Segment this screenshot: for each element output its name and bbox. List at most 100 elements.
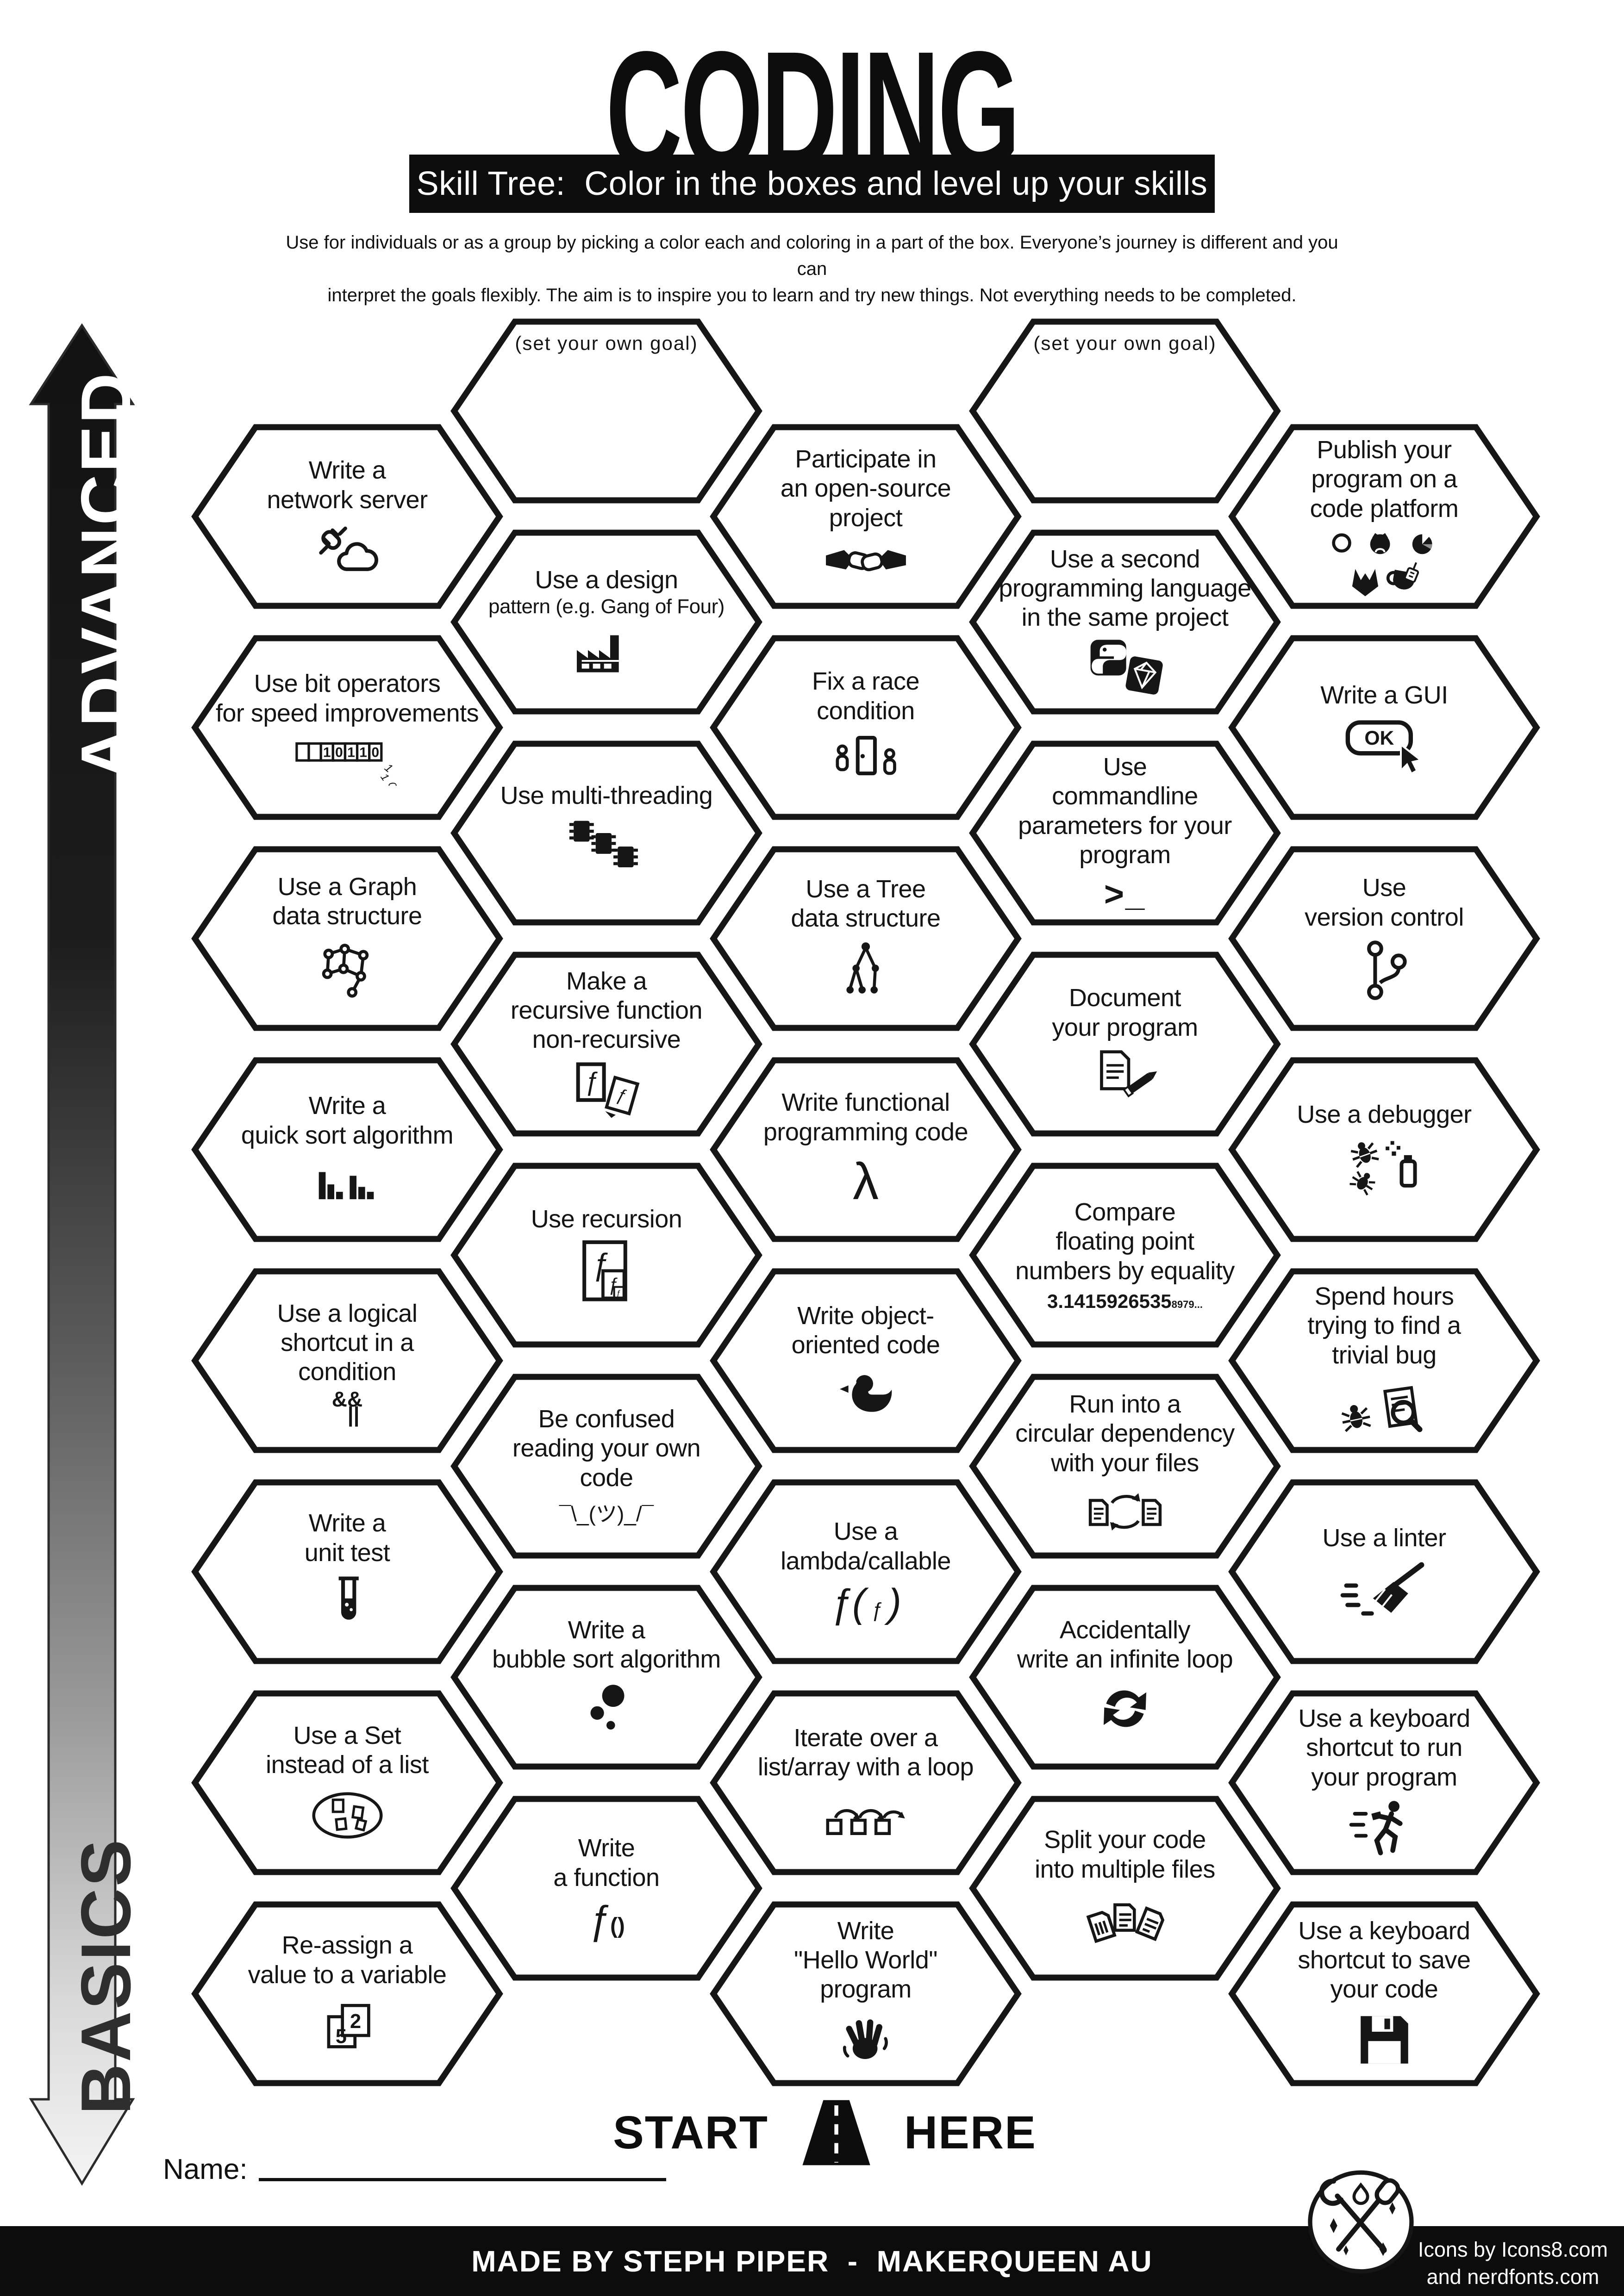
hex-label: Re-assign a value to a variable (248, 1931, 447, 1989)
hex-label: Write a bubble sort algorithm (492, 1616, 721, 1674)
hex-label: Compare floating point numbers by equality (1015, 1198, 1235, 1286)
hex-content: (set your own goal) (444, 316, 768, 506)
hex-content: Use a Set instead of a list (185, 1688, 509, 1878)
hex-b5: Use recursion ƒ ƒ ƒ (444, 1160, 768, 1350)
hexagon-outline (710, 1057, 1022, 1242)
hex-label: Split your code into multiple files (1035, 1825, 1215, 1884)
hexagon-outline (1228, 1268, 1540, 1453)
hex-label-line: list/array with a loop (757, 1753, 974, 1781)
hex-label-line: program (820, 1975, 912, 2004)
hex-label-line: Be confused (538, 1405, 675, 1433)
hex-content: Use a Graph data structure (185, 844, 509, 1033)
hex-e8: Use a keyboard shortcut to save your code (1222, 1899, 1546, 2089)
hex-label-line: a function (553, 1863, 660, 1892)
svg-text:5: 5 (335, 2025, 346, 2047)
hex-label-line: Write (837, 1916, 894, 1945)
hex-label-line: parameters for your (1018, 811, 1232, 840)
hexagon-outline (969, 529, 1281, 715)
hex-content: Write "Hello World" program (704, 1899, 1028, 2089)
hex-label: Fix a race condition (812, 667, 920, 725)
hex-b6: Be confused reading your own code ¯\_(ツ)_/¯ (444, 1371, 768, 1561)
runner-icon (1347, 1797, 1421, 1861)
hex-content: Write a network server (185, 422, 509, 611)
hex-e4: Use a debugger (1222, 1055, 1546, 1244)
hexagon-outline (191, 1057, 503, 1242)
multi-files-icon (1081, 1889, 1169, 1951)
svg-text:ƒ: ƒ (616, 1288, 620, 1298)
hex-label-line: Spend hours (1314, 1282, 1454, 1311)
hex-label-line: in the same project (1021, 604, 1229, 632)
hex-b8: Write a function ƒ() (444, 1793, 768, 1983)
hex-label-line: Use a debugger (1297, 1101, 1472, 1129)
hex-label-line: Fix a race (812, 667, 920, 696)
hex-label-line: Iterate over a (793, 1724, 938, 1752)
hex-d2: Use a second programming language in the s… (963, 527, 1287, 717)
hex-label-line: into multiple files (1035, 1855, 1215, 1883)
hex-e6: Use a linter (1222, 1477, 1546, 1667)
hex-content: Write functional programming code λ (704, 1055, 1028, 1244)
hex-label: Use a lambda/callable (781, 1517, 951, 1575)
hex-content: Run into a circular dependency with your f… (963, 1371, 1287, 1561)
hex-content: Make a recursive function non-recursive ƒ … (444, 949, 768, 1139)
hex-content: Use a logical shortcut in a condition && || (185, 1266, 509, 1456)
hex-label-line: Use a design (535, 566, 678, 594)
icons-credit: Icons by Icons8.com and nerdfonts.com (1411, 2236, 1615, 2290)
hex-b3: Use multi-threading (444, 738, 768, 928)
set-venn-icon (305, 1784, 390, 1844)
svg-text:OK: OK (1364, 727, 1394, 749)
hex-label: Use bit operators for speed improvements (216, 669, 479, 728)
hex-b2: Use a design pattern (e.g. Gang of Four) (444, 527, 768, 717)
hexagon-outline (969, 952, 1281, 1137)
hex-content: Spend hours trying to find a trivial bug (1222, 1266, 1546, 1456)
hexagon-outline (450, 318, 762, 504)
name-entry-line[interactable] (258, 2178, 666, 2181)
hex-content: Use version control (1222, 844, 1546, 1033)
hex-content: Write a unit test (185, 1477, 509, 1667)
hexagon-outline (969, 1585, 1281, 1770)
hex-label-line: Write a (308, 456, 386, 485)
hex-label-line: condition (817, 697, 915, 725)
hex-label-line: your code (1330, 1975, 1438, 2004)
bubbles-icon (579, 1679, 634, 1739)
circular-files-icon (1082, 1482, 1168, 1543)
wave-icon (831, 2009, 900, 2071)
hex-e1: Publish your program on a code platform (1222, 422, 1546, 611)
f-paren-icon: ƒ() (588, 1897, 625, 1942)
hex-content: Use a design pattern (e.g. Gang of Four) (444, 527, 768, 717)
hex-label: Use a Graph data structure (272, 872, 422, 931)
hex-label: Spend hours trying to find a trivial bug (1307, 1282, 1461, 1370)
hex-label-line: project (829, 504, 903, 532)
hex-label-line: Write a (308, 1092, 386, 1120)
hex-content: Use a lambda/callable ƒ( ƒ ) (704, 1477, 1028, 1667)
hex-content: Use commandline parameters for your program… (963, 738, 1287, 928)
hex-a4: Write a quick sort algorithm (185, 1055, 509, 1244)
hex-label-line: Split your code (1044, 1826, 1206, 1854)
hex-label-line: reading your own (512, 1434, 701, 1462)
hexagon-outline (450, 1796, 762, 1981)
hexagon-outline (710, 1268, 1022, 1453)
hex-label: Write a GUI (1320, 681, 1448, 710)
test-tube-icon (325, 1572, 369, 1635)
plug-cloud-icon (309, 519, 386, 577)
hex-b1: (set your own goal) (444, 316, 768, 506)
hex-content: Write a quick sort algorithm (185, 1055, 509, 1244)
hex-c2: Fix a race condition (704, 633, 1028, 822)
duck-icon (831, 1364, 900, 1420)
hex-label-line: for speed improvements (215, 699, 479, 727)
hex-a8: Re-assign a value to a variable 5 2 (185, 1899, 509, 2089)
terminal-icon: >_ (1104, 874, 1146, 913)
hex-content: Be confused reading your own code ¯\_(ツ)_/¯ (444, 1371, 768, 1561)
start-label: START (613, 2106, 768, 2159)
hex-label-line: Write object- (797, 1301, 934, 1330)
hex-b7: Write a bubble sort algorithm (444, 1582, 768, 1772)
hexagon-outline (450, 952, 762, 1137)
hex-label-line: quick sort algorithm (241, 1121, 454, 1149)
hexagon-outline (191, 1479, 503, 1664)
hex-label-line: "Hello World" (794, 1946, 937, 1974)
hex-label-line: an open-source (780, 474, 951, 503)
hexagon-outline (191, 1268, 503, 1453)
hex-label-line: shortcut in a (281, 1329, 414, 1357)
hexagon-outline (1228, 846, 1540, 1031)
hex-a7: Use a Set instead of a list (185, 1688, 509, 1878)
hexagon-outline (969, 740, 1281, 926)
